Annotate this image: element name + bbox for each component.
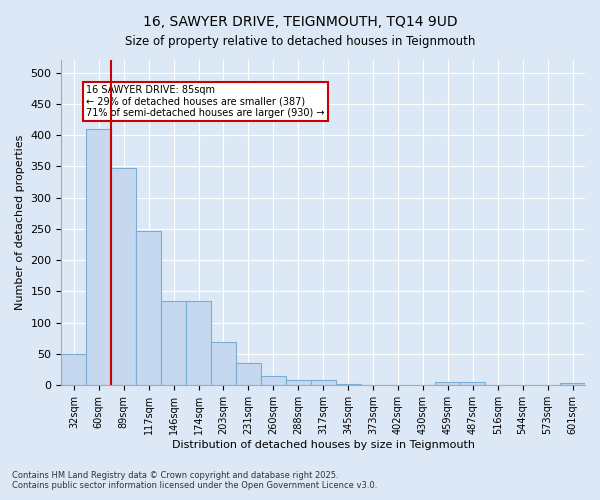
Bar: [136, 232, 161, 386]
Y-axis label: Number of detached properties: Number of detached properties: [15, 135, 25, 310]
Bar: [111, 168, 136, 386]
Bar: [311, 380, 335, 386]
Bar: [61, 354, 86, 386]
Bar: [410, 384, 436, 386]
Bar: [86, 129, 111, 386]
Bar: [386, 384, 410, 386]
Bar: [335, 384, 361, 386]
Bar: [361, 384, 386, 386]
Bar: [460, 382, 485, 386]
X-axis label: Distribution of detached houses by size in Teignmouth: Distribution of detached houses by size …: [172, 440, 475, 450]
Bar: [261, 376, 286, 386]
Bar: [236, 364, 261, 386]
Bar: [510, 384, 535, 386]
Text: Contains HM Land Registry data © Crown copyright and database right 2025.
Contai: Contains HM Land Registry data © Crown c…: [12, 470, 377, 490]
Bar: [161, 301, 186, 386]
Bar: [485, 384, 510, 386]
Bar: [535, 384, 560, 386]
Bar: [286, 380, 311, 386]
Text: 16, SAWYER DRIVE, TEIGNMOUTH, TQ14 9UD: 16, SAWYER DRIVE, TEIGNMOUTH, TQ14 9UD: [143, 15, 457, 29]
Bar: [211, 342, 236, 386]
Bar: [436, 382, 460, 386]
Text: Size of property relative to detached houses in Teignmouth: Size of property relative to detached ho…: [125, 35, 475, 48]
Text: 16 SAWYER DRIVE: 85sqm
← 29% of detached houses are smaller (387)
71% of semi-de: 16 SAWYER DRIVE: 85sqm ← 29% of detached…: [86, 85, 325, 118]
Bar: [186, 301, 211, 386]
Bar: [560, 384, 585, 386]
